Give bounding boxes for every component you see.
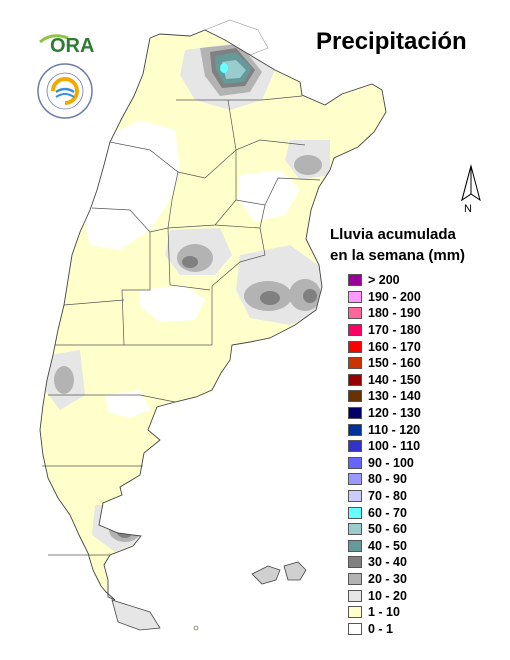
legend-label: 10 - 20 bbox=[368, 588, 407, 603]
legend-swatch bbox=[348, 407, 362, 420]
small-island bbox=[193, 625, 199, 631]
legend-item: 110 - 120 bbox=[348, 421, 421, 438]
legend-item: 130 - 140 bbox=[348, 388, 421, 405]
field-30-40-east-a bbox=[260, 291, 280, 305]
precipitation-fields bbox=[45, 42, 330, 600]
legend-item: 170 - 180 bbox=[348, 322, 421, 339]
country-outline bbox=[39, 29, 387, 601]
legend-label: 180 - 190 bbox=[368, 306, 421, 321]
north-arrow-icon bbox=[461, 164, 481, 202]
legend-item: 20 - 30 bbox=[348, 571, 421, 588]
field-30-40-east-b bbox=[303, 289, 317, 303]
legend-swatch bbox=[348, 423, 362, 436]
legend-swatch bbox=[348, 556, 362, 569]
field-50-60-north bbox=[222, 60, 246, 79]
legend-item: 80 - 90 bbox=[348, 471, 421, 488]
tierra-del-fuego bbox=[111, 599, 161, 631]
legend-item: 140 - 150 bbox=[348, 372, 421, 389]
legend-label: 190 - 200 bbox=[368, 289, 421, 304]
legend-label: 90 - 100 bbox=[368, 455, 414, 470]
legend-label: 0 - 1 bbox=[368, 621, 394, 636]
legend-item: 0 - 1 bbox=[348, 620, 421, 637]
province-borders bbox=[42, 95, 321, 556]
legend-swatch bbox=[348, 523, 362, 536]
legend-item: 180 - 190 bbox=[348, 305, 421, 322]
legend-label: 40 - 50 bbox=[368, 538, 407, 553]
north-label: N bbox=[464, 203, 472, 215]
island-east bbox=[283, 561, 307, 581]
legend-item: 150 - 160 bbox=[348, 355, 421, 372]
legend-title-line1: Lluvia acumulada bbox=[330, 226, 456, 243]
legend-item: 90 - 100 bbox=[348, 455, 421, 472]
legend-label: 170 - 180 bbox=[368, 323, 421, 338]
legend-item: 160 - 170 bbox=[348, 338, 421, 355]
legend-label: 30 - 40 bbox=[368, 555, 407, 570]
field-30-40-south bbox=[117, 526, 133, 538]
field-60-70-north bbox=[220, 63, 228, 73]
legend-title-line2: en la semana (mm) bbox=[330, 247, 466, 264]
dry-area-center bbox=[140, 285, 205, 322]
legend-label: 130 - 140 bbox=[368, 389, 421, 404]
legend-swatch bbox=[348, 589, 362, 602]
svg-text:ORA: ORA bbox=[50, 35, 94, 57]
legend-label: 100 - 110 bbox=[368, 439, 421, 454]
legend-label: > 200 bbox=[368, 273, 400, 288]
field-30-40-center bbox=[182, 256, 198, 268]
legend-label: 140 - 150 bbox=[368, 372, 421, 387]
legend-item: 10 - 20 bbox=[348, 587, 421, 604]
legend-item: 50 - 60 bbox=[348, 521, 421, 538]
dry-area-northwest bbox=[84, 120, 180, 250]
organization-logo: ORA bbox=[38, 28, 98, 58]
legend-label: 150 - 160 bbox=[368, 356, 421, 371]
legend-label: 50 - 60 bbox=[368, 522, 407, 537]
legend-swatch bbox=[348, 324, 362, 337]
legend-swatch bbox=[348, 606, 362, 619]
legend-swatch bbox=[348, 506, 362, 519]
legend-swatch bbox=[348, 290, 362, 303]
field-20-30-northeast bbox=[294, 155, 322, 175]
dry-area-south bbox=[105, 390, 150, 418]
legend-swatch bbox=[348, 373, 362, 386]
legend-swatch bbox=[348, 340, 362, 353]
legend-swatch bbox=[348, 274, 362, 287]
logo-graphic: ORA bbox=[39, 34, 94, 57]
legend-swatch bbox=[348, 307, 362, 320]
legend-title: Lluvia acumulada en la semana (mm) bbox=[330, 224, 465, 266]
legend: > 200 190 - 200 180 - 190 170 - 180 160 … bbox=[348, 272, 421, 637]
legend-item: 100 - 110 bbox=[348, 438, 421, 455]
map-title: Precipitación bbox=[316, 28, 467, 55]
legend-label: 1 - 10 bbox=[368, 605, 400, 620]
seal-graphic bbox=[37, 63, 93, 119]
legend-swatch bbox=[348, 357, 362, 370]
legend-swatch bbox=[348, 622, 362, 635]
legend-item: 120 - 130 bbox=[348, 405, 421, 422]
legend-item: 70 - 80 bbox=[348, 488, 421, 505]
legend-swatch bbox=[348, 539, 362, 552]
legend-item: > 200 bbox=[348, 272, 421, 289]
legend-swatch bbox=[348, 390, 362, 403]
legend-label: 80 - 90 bbox=[368, 472, 407, 487]
field-20-30-south bbox=[109, 518, 141, 542]
legend-label: 20 - 30 bbox=[368, 571, 407, 586]
legend-swatch bbox=[348, 456, 362, 469]
legend-item: 60 - 70 bbox=[348, 504, 421, 521]
legend-item: 40 - 50 bbox=[348, 538, 421, 555]
legend-label: 110 - 120 bbox=[368, 422, 421, 437]
legend-swatch bbox=[348, 490, 362, 503]
legend-swatch bbox=[348, 473, 362, 486]
legend-label: 60 - 70 bbox=[368, 505, 407, 520]
legend-item: 30 - 40 bbox=[348, 554, 421, 571]
legend-label: 70 - 80 bbox=[368, 489, 407, 504]
legend-label: 120 - 130 bbox=[368, 406, 421, 421]
legend-item: 190 - 200 bbox=[348, 289, 421, 306]
institution-seal bbox=[36, 62, 94, 120]
legend-label: 160 - 170 bbox=[368, 339, 421, 354]
legend-item: 1 - 10 bbox=[348, 604, 421, 621]
island-west bbox=[251, 565, 281, 585]
field-20-30-west bbox=[54, 366, 74, 394]
legend-swatch bbox=[348, 440, 362, 453]
legend-swatch bbox=[348, 572, 362, 585]
